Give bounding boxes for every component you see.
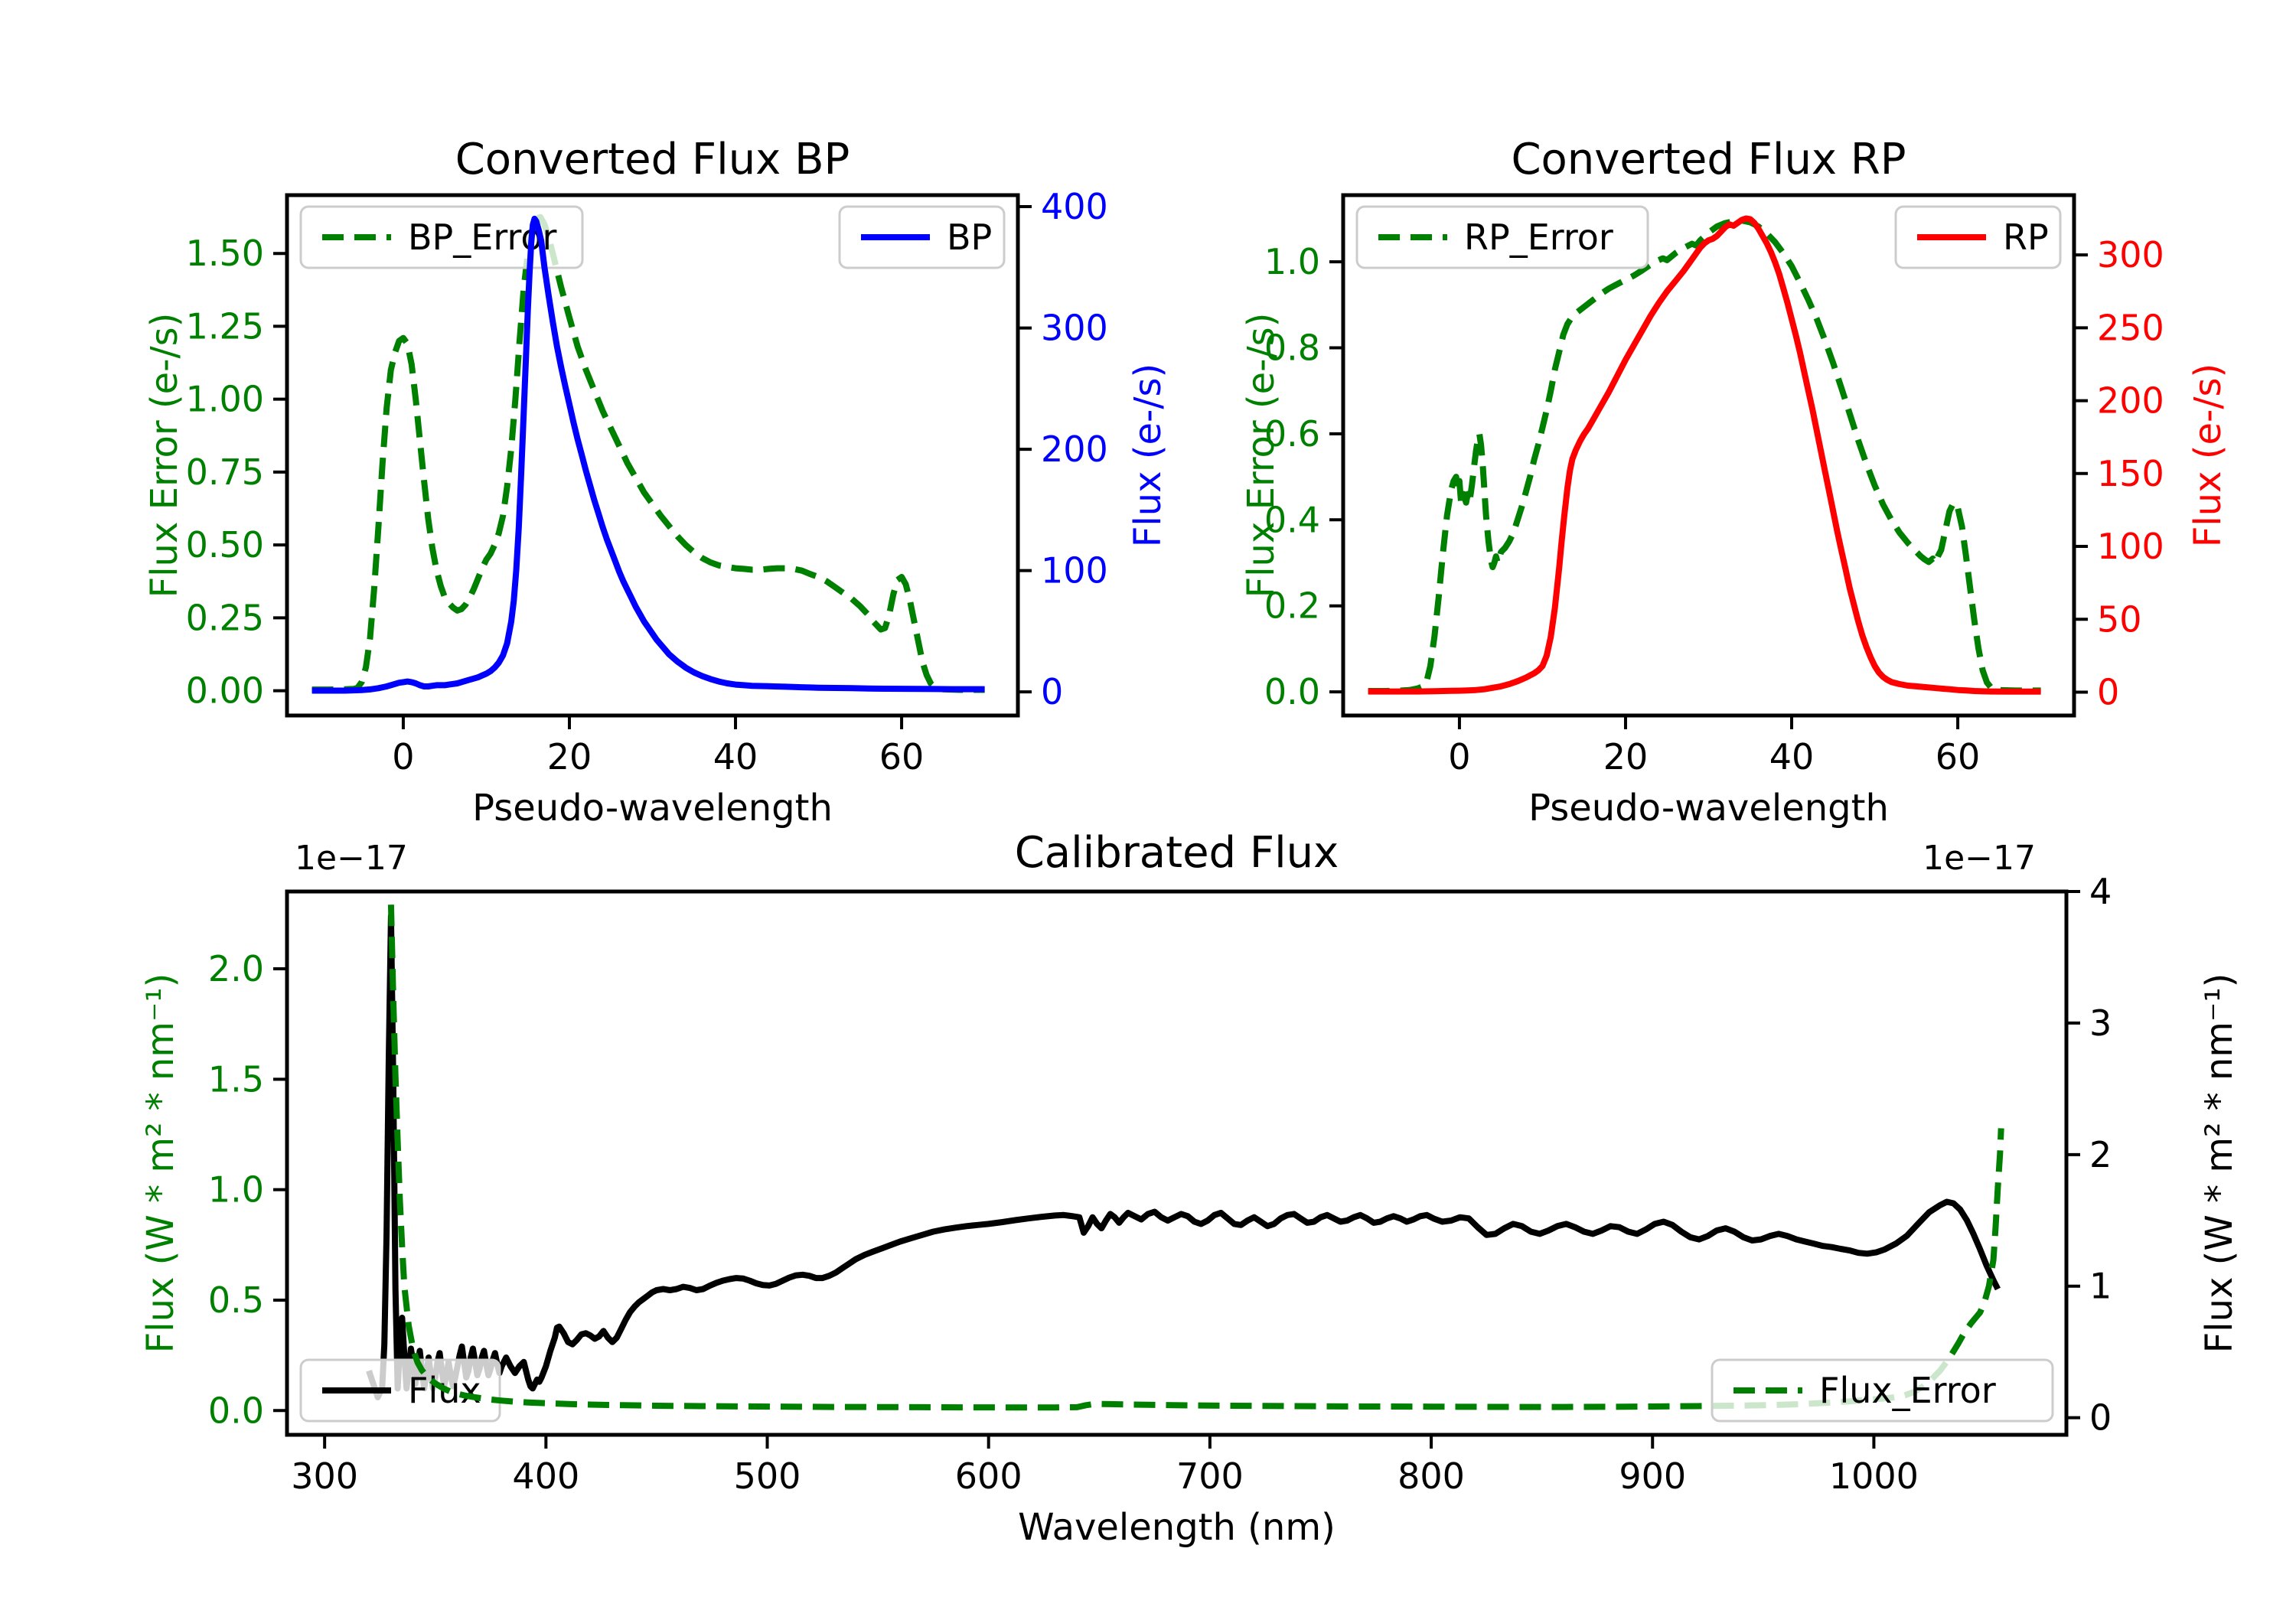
x-tick-label: 800	[1397, 1455, 1465, 1497]
wavelength-xaxis-label: Wavelength (nm)	[1018, 1506, 1336, 1549]
x-tick-label: 700	[1176, 1455, 1244, 1497]
x-tick-label: 40	[713, 736, 758, 777]
rp-left-yaxis-label: Flux Error (e-/s)	[1240, 312, 1283, 598]
left-tick-label: 0.2	[1264, 585, 1320, 627]
rp-right-yaxis-label: Flux (e-/s)	[2187, 363, 2229, 548]
left-tick-label: 0.8	[1264, 328, 1320, 369]
right-tick-label: 0	[2097, 672, 2119, 713]
left-tick-label: 1.0	[1264, 241, 1320, 282]
x-tick-label: 60	[1936, 736, 1981, 777]
x-tick-label: 900	[1619, 1455, 1686, 1497]
left-tick-label: 0.6	[1264, 413, 1320, 455]
right-tick-label: 200	[1041, 429, 1108, 470]
right-tick-label: 300	[1041, 308, 1108, 349]
right-tick-label: 4	[2089, 871, 2112, 912]
converted-flux-bp-panel: BP_Error BP 0 20 40 60 0.00 0.25 0.50 0.75 1.00 1.2…	[186, 186, 1108, 777]
x-tick-label: 20	[547, 736, 592, 777]
axes-spines	[285, 193, 1020, 718]
bp-error-curve	[311, 214, 985, 693]
legend-box	[1355, 205, 1649, 269]
axes-spines	[1341, 193, 2076, 718]
x-tick-label: 40	[1769, 736, 1815, 777]
bp-right-yaxis-label: Flux (e-/s)	[1127, 363, 1169, 548]
right-tick-label: 400	[1041, 186, 1108, 227]
flux-error-curve	[387, 905, 2004, 1411]
right-axis-offset-text: 1e−17	[1923, 839, 2036, 878]
legend-label: RP_Error	[1464, 217, 1613, 258]
flux-right-yaxis-label: Flux (W * m² * nm⁻¹)	[2198, 973, 2241, 1354]
right-tick-label: 50	[2097, 598, 2142, 640]
x-tick-label: 300	[291, 1455, 358, 1497]
rp-title: Converted Flux RP	[1511, 135, 1906, 184]
left-tick-label: 1.50	[186, 233, 264, 274]
x-tick-label: 1000	[1829, 1455, 1919, 1497]
left-tick-label: 0.25	[186, 597, 264, 638]
axes-spines	[285, 889, 2069, 1437]
x-tick-label: 0	[392, 736, 414, 777]
x-tick-label: 500	[734, 1455, 801, 1497]
left-tick-label: 0.00	[186, 670, 264, 712]
left-tick-label: 0.75	[186, 451, 264, 493]
rp-xaxis-label: Pseudo-wavelength	[1528, 787, 1889, 830]
converted-flux-bp-legend-bp: BP	[838, 205, 1006, 269]
left-tick-label: 1.25	[186, 305, 264, 347]
converted-flux-bp-legend-bp-error: BP_Error	[299, 205, 584, 269]
right-tick-label: 3	[2089, 1002, 2112, 1044]
calibrated-flux-panel: Flux Flux_Error 300 400 500 600 700 800 900 1000 0…	[208, 871, 2112, 1497]
x-tick-label: 600	[955, 1455, 1022, 1497]
left-tick-label: 2.0	[208, 948, 264, 989]
right-tick-label: 300	[2097, 234, 2164, 275]
left-tick-label: 0.5	[208, 1279, 264, 1321]
left-tick-label: 0.50	[186, 524, 264, 566]
bp-curve	[311, 215, 985, 694]
bp-xaxis-label: Pseudo-wavelength	[472, 787, 833, 830]
right-tick-label: 2	[2089, 1134, 2112, 1175]
right-tick-label: 100	[2097, 526, 2164, 567]
left-tick-label: 0.0	[1264, 671, 1320, 712]
bp-left-yaxis-label: Flux Error (e-/s)	[143, 312, 186, 598]
right-tick-label: 150	[2097, 453, 2164, 494]
x-tick-label: 20	[1603, 736, 1649, 777]
right-tick-label: 100	[1041, 550, 1108, 592]
legend-box	[1711, 1358, 2054, 1423]
legend-label: BP	[947, 217, 992, 258]
legend-label: RP	[2003, 217, 2049, 258]
converted-flux-rp-panel: RP_Error RP 0 20 40 60 0.0 0.2 0.4 0.6 0.8 1.0 0 50 10…	[1264, 193, 2164, 777]
converted-flux-rp-legend-rp-error: RP_Error	[1355, 205, 1649, 269]
legend-box	[299, 1358, 501, 1423]
left-axis-offset-text: 1e−17	[295, 839, 408, 878]
right-tick-label: 200	[2097, 380, 2164, 422]
flux-curve	[366, 912, 2001, 1400]
calibrated-flux-title: Calibrated Flux	[1014, 828, 1339, 878]
left-tick-label: 1.5	[208, 1058, 264, 1100]
right-tick-label: 1	[2089, 1266, 2112, 1307]
right-tick-label: 250	[2097, 307, 2164, 348]
x-tick-label: 60	[879, 736, 925, 777]
rp-curve	[1368, 215, 2041, 695]
right-tick-label: 0	[1041, 671, 1063, 712]
left-tick-label: 1.0	[208, 1169, 264, 1211]
left-tick-label: 0.0	[208, 1390, 264, 1431]
left-tick-label: 0.4	[1264, 499, 1320, 540]
bp-title: Converted Flux BP	[455, 135, 850, 184]
legend-box	[299, 205, 584, 269]
calibrated-flux-legend-flux: Flux	[299, 1358, 501, 1423]
left-tick-label: 1.00	[186, 379, 264, 420]
x-tick-label: 0	[1448, 736, 1470, 777]
flux-left-yaxis-label: Flux (W * m² * nm⁻¹)	[139, 973, 182, 1354]
converted-flux-rp-legend-rp: RP	[1894, 205, 2062, 269]
rp-error-curve	[1368, 217, 2041, 694]
calibrated-flux-legend-flux-error: Flux_Error	[1711, 1358, 2054, 1423]
x-tick-label: 400	[512, 1455, 579, 1497]
right-tick-label: 0	[2089, 1397, 2112, 1439]
legend-label: Flux_Error	[1819, 1370, 1996, 1411]
